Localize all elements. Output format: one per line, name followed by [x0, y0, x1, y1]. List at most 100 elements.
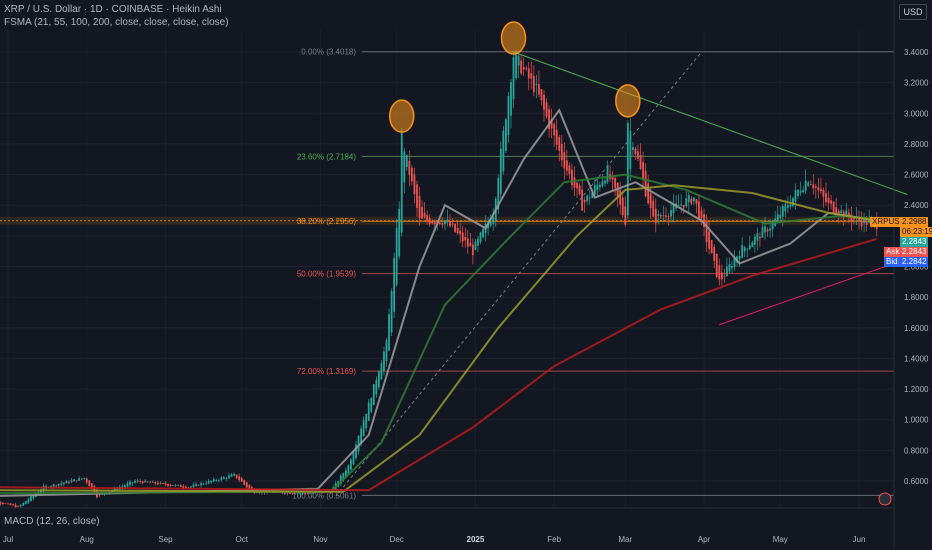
candle: [535, 84, 538, 85]
candle: [12, 504, 14, 506]
candle: [670, 210, 672, 217]
candle: [283, 492, 286, 494]
candle: [680, 204, 683, 206]
candle: [530, 73, 533, 79]
peak-highlight-marker: [615, 84, 641, 118]
candle: [863, 218, 865, 224]
candle: [459, 230, 462, 235]
candle: [405, 154, 408, 167]
y-tick-label: 2.8000: [904, 140, 929, 149]
candle: [601, 181, 604, 187]
candle: [573, 177, 576, 188]
y-tick-label: 1.2000: [904, 385, 929, 394]
candle: [291, 493, 294, 495]
candle: [230, 474, 233, 477]
candle: [649, 193, 652, 209]
candle: [116, 489, 119, 490]
candle: [68, 482, 70, 483]
candle: [19, 504, 22, 507]
candle: [522, 67, 525, 70]
candle: [560, 143, 563, 161]
candle: [845, 210, 848, 215]
candle: [296, 493, 299, 495]
candle: [708, 231, 711, 249]
candle: [134, 480, 136, 483]
candle: [70, 480, 73, 483]
candle: [634, 148, 637, 154]
candle: [662, 215, 665, 217]
candle: [642, 162, 644, 180]
fib-label: 72.00% (1.3169): [297, 367, 356, 376]
candle: [858, 218, 860, 222]
candle: [136, 480, 139, 482]
candle: [520, 60, 523, 74]
indicator-legend[interactable]: FSMA (21, 55, 100, 200, close, close, cl…: [4, 17, 229, 28]
sma-100-line: [0, 184, 877, 493]
candle: [654, 208, 657, 224]
candle: [652, 200, 655, 217]
candle: [794, 190, 797, 202]
candle: [692, 197, 695, 202]
time-axis: Jul Aug Sep Oct Nov Dec 2025 Feb Mar Apr May Jun: [3, 535, 866, 544]
candle: [225, 477, 228, 479]
candle: [83, 477, 86, 479]
candle: [240, 478, 243, 482]
candle: [525, 68, 528, 70]
y-tick-label: 1.0000: [904, 416, 929, 425]
candle: [355, 444, 357, 459]
candle: [248, 484, 251, 490]
candle: [167, 483, 169, 486]
event-flag-icon: [878, 492, 892, 506]
candle: [200, 483, 202, 486]
candle: [789, 204, 792, 207]
candle: [832, 202, 835, 213]
candle: [713, 246, 716, 261]
candle: [60, 483, 63, 485]
x-tick-label: Dec: [390, 535, 404, 544]
fib-label: 0.00% (3.4018): [301, 48, 356, 57]
candle: [190, 486, 192, 488]
candle: [9, 503, 12, 506]
candle: [550, 119, 553, 129]
y-tick-label: 3.4000: [904, 48, 929, 57]
x-tick-label: Feb: [547, 535, 561, 544]
candle: [799, 191, 802, 193]
y-tick-label: 2.6000: [904, 171, 929, 180]
candle: [517, 55, 520, 66]
candle: [507, 95, 510, 136]
currency-button[interactable]: USD: [899, 4, 927, 20]
trendline: [719, 258, 908, 326]
candle: [174, 485, 177, 486]
sma-200-line: [0, 237, 878, 492]
candle: [753, 236, 756, 245]
candle: [306, 493, 309, 494]
candle: [698, 201, 700, 220]
candle: [301, 492, 304, 494]
candle: [7, 503, 9, 505]
candle: [690, 198, 693, 204]
candle: [563, 152, 566, 169]
chart-title: XRP / U.S. Dollar · 1D · COINBASE · Heik…: [4, 4, 222, 15]
candle: [197, 484, 200, 486]
candle: [75, 480, 78, 482]
y-tick-label: 0.8000: [904, 446, 929, 455]
candle: [179, 485, 182, 487]
candle: [52, 484, 55, 487]
candle: [418, 196, 421, 218]
candle: [586, 195, 589, 202]
candle: [456, 227, 459, 234]
macd-indicator-label[interactable]: MACD (12, 26, close): [4, 516, 100, 527]
candle: [433, 222, 436, 225]
candle: [309, 492, 312, 494]
candle: [438, 222, 441, 224]
candle: [685, 198, 688, 207]
y-tick-label: 2.0000: [904, 263, 929, 272]
candle: [304, 493, 307, 494]
x-tick-label: Mar: [618, 535, 632, 544]
candle: [626, 122, 629, 216]
candle: [32, 495, 35, 499]
candle: [0, 502, 2, 504]
candle: [591, 191, 594, 198]
candle: [403, 151, 406, 183]
